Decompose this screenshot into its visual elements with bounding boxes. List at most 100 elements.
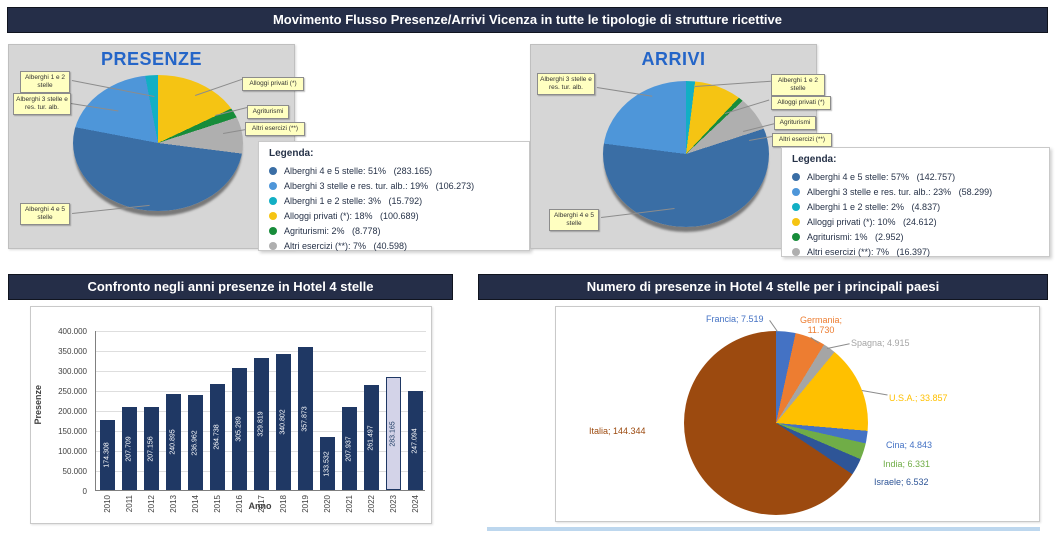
pie-label-israele: Israele; 6.532 bbox=[874, 477, 929, 487]
legend-item-label: Alberghi 1 e 2 stelle: 2% (4.837) bbox=[807, 201, 941, 212]
x-axis-label: Anno bbox=[248, 501, 272, 511]
callout-alberghi-4-5: Alberghi 4 e 5 stelle bbox=[549, 209, 599, 231]
legend-dot-icon bbox=[792, 202, 800, 211]
bar-2024: 247.094 bbox=[407, 391, 423, 490]
y-tick-label: 400.000 bbox=[58, 327, 87, 336]
legend-item: Alloggi privati (*): 18% (100.689) bbox=[269, 208, 519, 223]
legend-item-label: Alloggi privati (*): 10% (24.612) bbox=[807, 216, 937, 227]
bar-2018: 340.802 bbox=[275, 354, 291, 490]
legend-item: Alberghi 1 e 2 stelle: 3% (15.792) bbox=[269, 193, 519, 208]
legend-item-label: Altri esercizi (**): 7% (16.397) bbox=[807, 246, 931, 257]
bar-plot-area: 174.308 2010 207.709 2011 207.156 2012 240.895… bbox=[95, 331, 426, 513]
countries-pie-panel: Francia; 7.519 Germania; 11.730 Spagna; … bbox=[555, 306, 1040, 522]
bar-value-label: 247.094 bbox=[411, 427, 419, 454]
y-axis-label: Presenze bbox=[33, 385, 43, 425]
bar-2013: 240.895 bbox=[165, 394, 181, 490]
y-tick-label: 300.000 bbox=[58, 367, 87, 376]
legend-item: Alberghi 3 stelle e res. tur. alb.: 19% … bbox=[269, 178, 519, 193]
y-tick-label: 150.000 bbox=[58, 427, 87, 436]
main-title-bar: Movimento Flusso Presenze/Arrivi Vicenza… bbox=[7, 7, 1048, 33]
countries-pie-chart bbox=[684, 331, 868, 515]
main-title: Movimento Flusso Presenze/Arrivi Vicenza… bbox=[272, 12, 783, 27]
bar-value-label: 240.895 bbox=[169, 429, 177, 455]
arrivi-panel: ARRIVI Alberghi 3 stelle e res. tur. alb… bbox=[530, 44, 832, 249]
bar-value-label: 236.962 bbox=[191, 429, 199, 456]
bar-value-label: 207.156 bbox=[147, 435, 155, 462]
legend-item: Alberghi 1 e 2 stelle: 2% (4.837) bbox=[792, 199, 1039, 214]
bar-value-label: 207.937 bbox=[345, 435, 353, 462]
legend-item-label: Alberghi 1 e 2 stelle: 3% (15.792) bbox=[284, 195, 423, 206]
arrivi-pie-chart bbox=[603, 81, 769, 227]
bar-chart-title-bar: Confronto negli anni presenze in Hotel 4… bbox=[8, 274, 453, 300]
y-tick-label: 0 bbox=[82, 487, 87, 496]
legend-item-label: Alberghi 4 e 5 stelle: 57% (142.757) bbox=[807, 171, 956, 182]
bar-2015: 264.738 bbox=[209, 384, 225, 490]
legend-item: Agriturismi: 1% (2.952) bbox=[792, 229, 1039, 244]
bar-chart-panel: Presenze 0 50.000 100.000 150.000 200.000 250… bbox=[30, 306, 432, 524]
presenze-title: PRESENZE bbox=[100, 49, 203, 69]
legend-item-label: Alberghi 3 stelle e res. tur. alb.: 23% … bbox=[807, 186, 993, 197]
callout-agriturismi: Agriturismi bbox=[247, 105, 289, 119]
pie-label-francia: Francia; 7.519 bbox=[706, 314, 764, 324]
y-tick-label: 200.000 bbox=[58, 407, 87, 416]
presenze-legend: Legenda: Alberghi 4 e 5 stelle: 51% (283… bbox=[258, 141, 530, 251]
bottom-accent-strip bbox=[487, 527, 1040, 531]
legend-item-label: Agriturismi: 2% (8.778) bbox=[284, 225, 381, 236]
legend-dot-icon bbox=[792, 217, 800, 226]
pie-label-spagna: Spagna; 4.915 bbox=[851, 338, 910, 348]
legend-item-label: Altri esercizi (**): 7% (40.598) bbox=[284, 240, 408, 251]
bar-2023: 283.165 bbox=[385, 377, 401, 490]
legend-dot-icon bbox=[269, 226, 277, 235]
pie-label-usa: U.S.A.; 33.857 bbox=[889, 393, 948, 403]
callout-alberghi-3: Alberghi 3 stelle e res. tur. alb. bbox=[537, 73, 595, 95]
bar-2019: 357.873 bbox=[297, 347, 313, 490]
bar-value-label: 207.709 bbox=[125, 435, 133, 462]
bar-value-label: 305.289 bbox=[235, 416, 243, 442]
y-tick-label: 350.000 bbox=[58, 347, 87, 356]
bar-value-label: 133.532 bbox=[323, 450, 331, 477]
legend-dot-icon bbox=[269, 211, 277, 220]
y-tick-label: 250.000 bbox=[58, 387, 87, 396]
gridline bbox=[96, 351, 426, 352]
legend-dot-icon bbox=[269, 166, 277, 175]
legend-dot-icon bbox=[269, 181, 277, 190]
bar-2014: 236.962 bbox=[187, 395, 203, 490]
callout-alberghi-1-2: Alberghi 1 e 2 stelle bbox=[771, 74, 825, 96]
leader-line bbox=[827, 343, 850, 349]
legend-dot-icon bbox=[792, 247, 800, 256]
callout-altri-esercizi: Altri esercizi (**) bbox=[772, 133, 832, 147]
countries-pie-title-bar: Numero di presenze in Hotel 4 stelle per… bbox=[478, 274, 1048, 300]
legend-dot-icon bbox=[269, 241, 277, 250]
legend-item: Alloggi privati (*): 10% (24.612) bbox=[792, 214, 1039, 229]
gridline bbox=[96, 331, 426, 332]
bar-2011: 207.709 bbox=[121, 407, 137, 490]
presenze-pie-chart bbox=[73, 75, 243, 211]
bar-2017: 329.819 bbox=[253, 358, 269, 490]
presenze-panel: PRESENZE Alberghi 1 e 2 stelle Alberghi … bbox=[8, 44, 305, 249]
legend-title: Legenda: bbox=[792, 154, 837, 165]
bar-2010: 174.308 bbox=[99, 420, 115, 490]
callout-alloggi-privati: Alloggi privati (*) bbox=[242, 77, 304, 91]
bar-value-label: 329.819 bbox=[257, 411, 265, 437]
bar-2020: 133.532 bbox=[319, 437, 335, 490]
bar-value-label: 340.802 bbox=[279, 409, 287, 435]
bar-value-label: 174.308 bbox=[103, 442, 111, 468]
callout-alberghi-4-5: Alberghi 4 e 5 stelle bbox=[20, 203, 70, 225]
legend-item-label: Agriturismi: 1% (2.952) bbox=[807, 231, 904, 242]
legend-item: Alberghi 4 e 5 stelle: 51% (283.165) bbox=[269, 163, 519, 178]
bar-2012: 207.156 bbox=[143, 407, 159, 490]
countries-pie-title: Numero di presenze in Hotel 4 stelle per… bbox=[586, 279, 940, 294]
callout-altri-esercizi: Altri esercizi (**) bbox=[245, 122, 305, 136]
y-axis-ticks: 0 50.000 100.000 150.000 200.000 250.000 300.0… bbox=[45, 327, 91, 496]
pie-label-cina: Cina; 4.843 bbox=[886, 440, 933, 450]
bar-value-label: 264.738 bbox=[213, 424, 221, 450]
arrivi-legend: Legenda: Alberghi 4 e 5 stelle: 57% (142… bbox=[781, 147, 1050, 257]
bar-value-label: 283.165 bbox=[389, 420, 397, 447]
y-tick-label: 100.000 bbox=[58, 447, 87, 456]
y-tick-label: 50.000 bbox=[62, 467, 87, 476]
callout-alloggi-privati: Alloggi privati (*) bbox=[771, 96, 831, 110]
pie-label-italia: Italia; 144.344 bbox=[589, 426, 646, 436]
legend-item-label: Alloggi privati (*): 18% (100.689) bbox=[284, 210, 419, 221]
bar-2022: 261.497 bbox=[363, 385, 379, 490]
bar-value-label: 357.873 bbox=[301, 405, 309, 432]
